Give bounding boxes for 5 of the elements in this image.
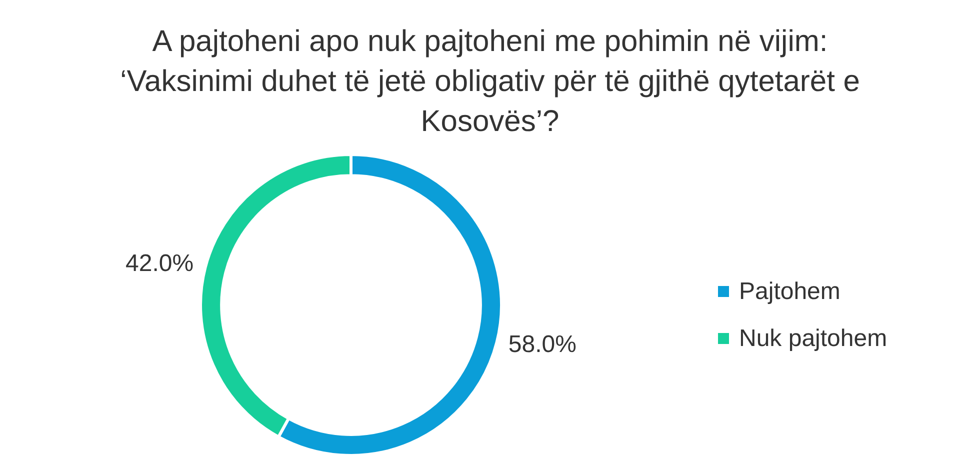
legend-label: Pajtohem xyxy=(739,278,840,306)
data-label: 42.0% xyxy=(126,250,194,278)
legend-label: Nuk pajtohem xyxy=(739,324,888,352)
chart-title: A pajtoheni apo nuk pajtoheni me pohimin në vijim: ‘Vaksinimi duhet të jetë obligativ për të gjithë qytetarët e Kosovës’? xyxy=(119,24,861,140)
data-label: 58.0% xyxy=(508,331,576,358)
